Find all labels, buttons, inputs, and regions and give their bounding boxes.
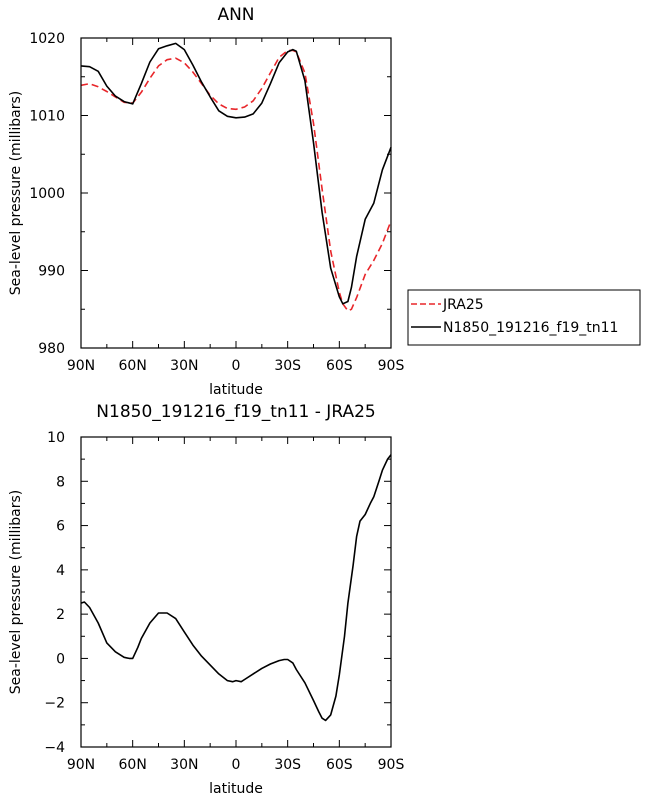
y-tick-label: 1010 bbox=[29, 109, 65, 125]
legend-box bbox=[407, 289, 641, 346]
chart-title: N1850_191216_f19_tn11 - JRA25 bbox=[96, 402, 375, 422]
x-tick-label: 60N bbox=[119, 757, 147, 773]
y-tick-label: 1000 bbox=[29, 186, 65, 202]
y-tick-label: 2 bbox=[56, 607, 65, 623]
x-tick-label: 0 bbox=[232, 358, 241, 374]
series-lines bbox=[80, 42, 392, 312]
series-line-difference bbox=[80, 454, 392, 722]
x-tick-label: 60S bbox=[326, 358, 353, 374]
y-tick-label: 10 bbox=[47, 430, 65, 446]
series-line-jra25 bbox=[80, 49, 392, 312]
legend: JRA25 N1850_191216_f19_tn11 bbox=[407, 289, 641, 346]
y-tick-label: 980 bbox=[38, 341, 65, 357]
axis-ticks: 90N 60N 30N 0 30S 60S 90S −4 −2 0 2 4 6 8 10 bbox=[44, 430, 404, 773]
plot-frame bbox=[80, 436, 392, 748]
x-tick-label: 30N bbox=[170, 757, 198, 773]
series-line-n1850-191216-f19-tn11 bbox=[80, 42, 392, 305]
x-tick-label: 90S bbox=[378, 757, 405, 773]
x-tick-label: 30N bbox=[170, 358, 198, 374]
y-tick-label: −4 bbox=[44, 740, 65, 756]
y-tick-label: 6 bbox=[56, 519, 65, 535]
y-tick-label: 1020 bbox=[29, 31, 65, 47]
y-tick-label: 0 bbox=[56, 651, 65, 667]
y-tick-label: 990 bbox=[38, 264, 65, 280]
axis-ticks: 90N 60N 30N 0 30S 60S 90S 980 990 1000 1010 1020 bbox=[29, 31, 404, 374]
y-tick-label: 8 bbox=[56, 474, 65, 490]
panel-annual-slp: ANN 90N 60N 30N 0 30S 60S 90S 980 990 1000 1010 102… bbox=[8, 5, 404, 398]
legend-label-jra25: JRA25 bbox=[442, 297, 484, 313]
x-tick-label: 0 bbox=[232, 757, 241, 773]
x-tick-label: 60S bbox=[326, 757, 353, 773]
panel-difference-slp: N1850_191216_f19_tn11 - JRA25 90N 60N 30N 0… bbox=[8, 402, 404, 797]
x-tick-label: 90S bbox=[378, 358, 405, 374]
x-tick-label: 90N bbox=[67, 358, 95, 374]
y-axis-label: Sea-level pressure (millibars) bbox=[8, 91, 24, 295]
y-tick-label: −2 bbox=[44, 696, 65, 712]
x-axis-label: latitude bbox=[209, 781, 263, 797]
x-axis-label: latitude bbox=[209, 382, 263, 398]
x-tick-label: 30S bbox=[274, 358, 301, 374]
y-tick-label: 4 bbox=[56, 563, 65, 579]
chart-title: ANN bbox=[217, 5, 254, 25]
series-lines bbox=[80, 454, 392, 722]
y-axis-label: Sea-level pressure (millibars) bbox=[8, 490, 24, 694]
x-tick-label: 90N bbox=[67, 757, 95, 773]
x-tick-label: 60N bbox=[119, 358, 147, 374]
legend-label-model: N1850_191216_f19_tn11 bbox=[443, 320, 618, 336]
plot-frame bbox=[80, 37, 392, 349]
x-tick-label: 30S bbox=[274, 757, 301, 773]
